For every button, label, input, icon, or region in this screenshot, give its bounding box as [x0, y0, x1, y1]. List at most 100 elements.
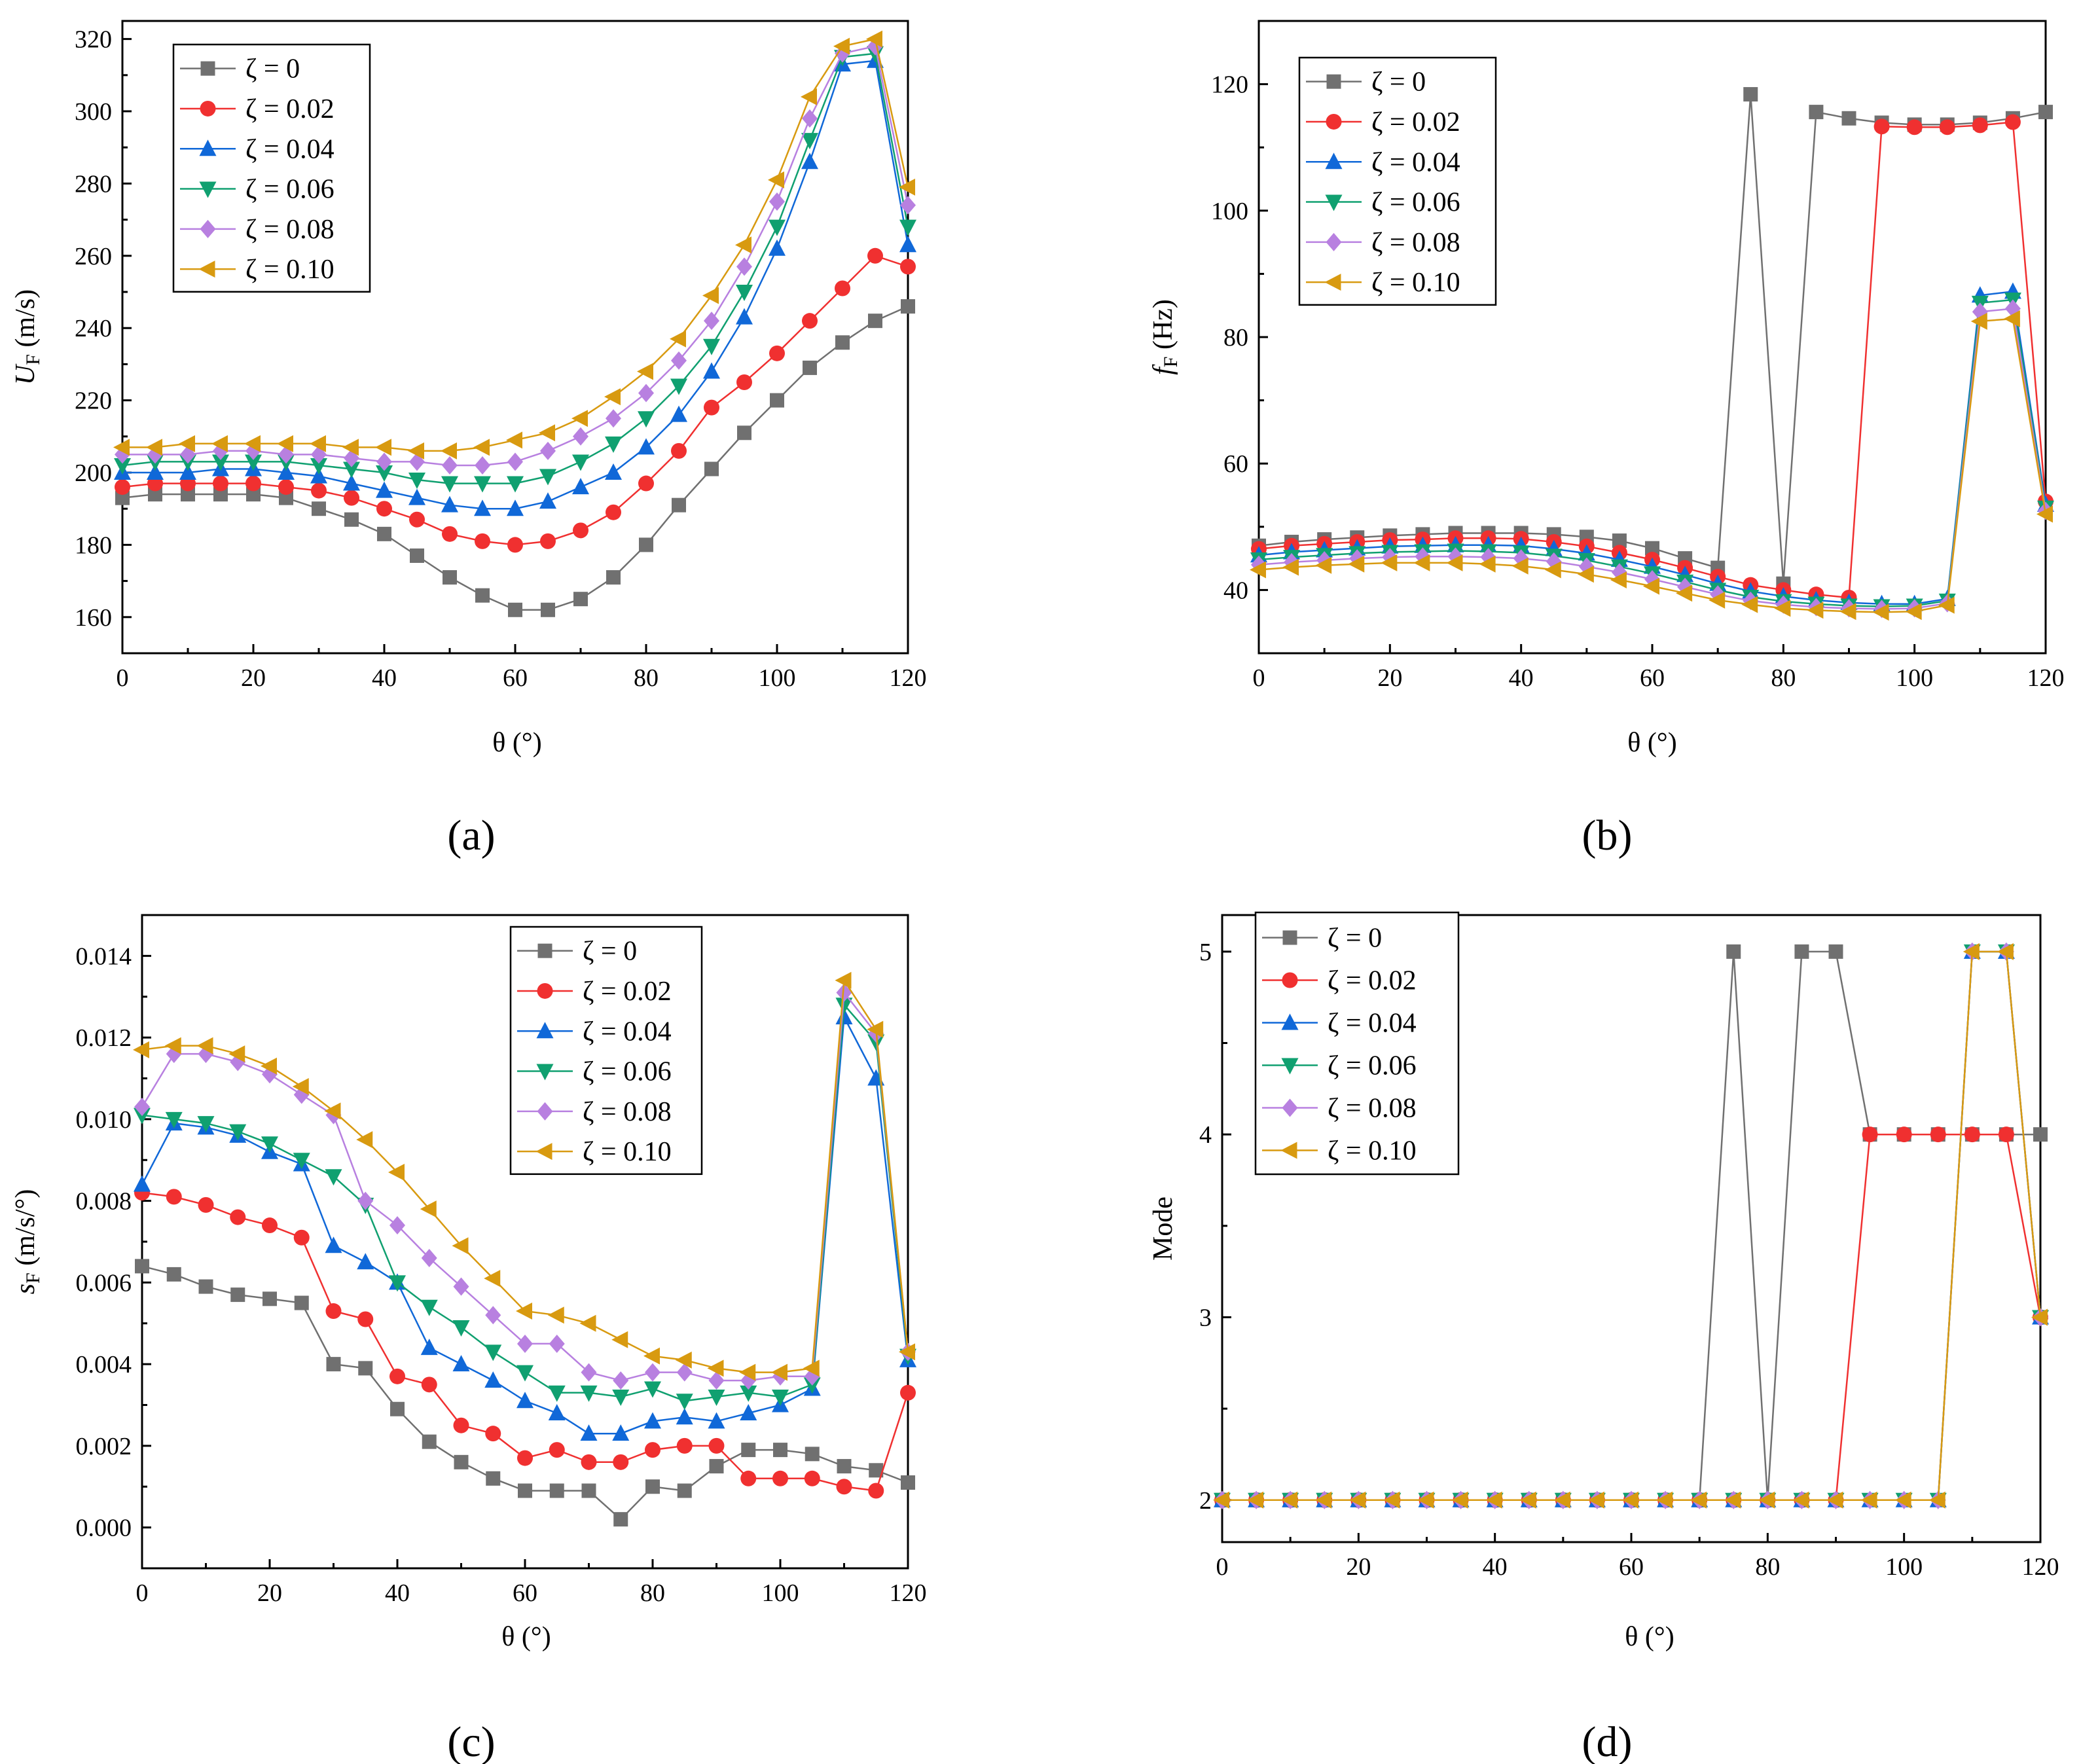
y-tick-label: 240 — [75, 315, 112, 342]
data-point — [484, 1371, 502, 1388]
x-tick-label: 80 — [634, 664, 659, 692]
data-point — [803, 1359, 820, 1377]
data-point — [389, 1368, 405, 1384]
data-point — [1315, 1491, 1332, 1509]
data-point — [196, 1037, 213, 1054]
data-point — [1928, 1491, 1945, 1509]
data-point — [358, 1361, 373, 1376]
legend: ζ = 0 ζ = 0.02 ζ = 0.04 ζ = 0.06 ζ = 0.08 ζ =… — [172, 43, 371, 293]
data-point — [356, 1131, 373, 1149]
data-point — [1972, 117, 1988, 134]
chart-panel-c: 0 20 40 60 80 100 120 0.000 0.002 0.004 0.006 0.008… — [10, 914, 927, 1764]
legend-swatch-marker — [1281, 1013, 1299, 1030]
data-point — [229, 1124, 247, 1141]
x-tick-label: 40 — [1483, 1553, 1508, 1581]
y-axis-label-unit: (Hz) — [1148, 299, 1178, 356]
legend-swatch-marker — [200, 61, 215, 76]
data-point — [736, 285, 753, 301]
y-axis-label-unit: (m/s) — [10, 289, 41, 354]
data-point — [294, 1295, 309, 1310]
legend-label: ζ = 0 — [245, 54, 300, 84]
data-point — [740, 1470, 757, 1486]
data-point — [1348, 555, 1365, 573]
data-point — [475, 533, 490, 549]
series-zeta_010 — [1213, 943, 2048, 1509]
data-point — [1553, 1491, 1570, 1509]
legend-label: ζ = 0.04 — [245, 134, 335, 164]
data-point — [181, 487, 195, 502]
data-point — [1282, 558, 1299, 576]
data-point — [900, 1384, 916, 1401]
data-point — [1826, 1491, 1843, 1509]
series-zeta_004 — [1250, 282, 2054, 611]
series-zeta_0 — [135, 1259, 915, 1527]
data-point — [1828, 944, 1843, 959]
data-point — [452, 1237, 469, 1255]
data-point — [769, 345, 785, 361]
data-point — [148, 487, 162, 502]
data-point — [644, 1412, 661, 1429]
data-point — [740, 1385, 757, 1402]
x-tick-label: 0 — [117, 664, 129, 692]
data-point — [869, 1463, 884, 1478]
data-point — [278, 463, 295, 480]
legend-label: ζ = 0.10 — [245, 255, 335, 285]
data-point — [1446, 554, 1463, 571]
data-point — [638, 475, 654, 492]
data-point — [1315, 556, 1332, 574]
data-point — [473, 439, 490, 456]
legend-swatch-marker — [200, 219, 216, 238]
data-point — [541, 602, 555, 617]
data-point — [899, 1343, 915, 1361]
data-point — [475, 588, 490, 603]
data-point — [772, 1470, 788, 1486]
data-point — [741, 1443, 756, 1458]
data-point — [442, 456, 458, 475]
data-point — [420, 1200, 437, 1218]
data-point — [549, 1483, 564, 1498]
data-point — [1872, 603, 1889, 621]
panel-label: (a) — [447, 812, 495, 859]
data-point — [344, 512, 359, 527]
data-point — [670, 378, 687, 395]
y-tick-label: 280 — [75, 170, 112, 198]
data-point — [571, 410, 588, 427]
x-tick-label: 120 — [2027, 664, 2065, 692]
data-point — [539, 492, 556, 509]
y-tick-label: 80 — [1223, 324, 1248, 351]
data-point — [343, 474, 360, 491]
y-tick-label: 0.008 — [76, 1188, 132, 1215]
data-point — [1894, 1491, 1911, 1509]
legend-label: ζ = 0.10 — [1328, 1136, 1417, 1166]
data-point — [135, 1259, 149, 1274]
y-axis-label-main: s — [10, 1284, 41, 1294]
data-point — [704, 461, 719, 477]
legend-label: ζ = 0 — [1371, 67, 1426, 98]
data-point — [581, 1483, 596, 1498]
data-point — [581, 1454, 597, 1470]
x-axis-label: θ (°) — [1625, 1622, 1674, 1652]
data-point — [772, 1390, 789, 1407]
data-point — [835, 335, 850, 350]
data-point — [454, 1454, 469, 1469]
data-point — [376, 481, 393, 498]
data-point — [1963, 943, 1980, 960]
data-point — [408, 473, 425, 490]
y-tick-label: 300 — [75, 98, 112, 126]
data-point — [573, 427, 588, 446]
data-point — [707, 1359, 724, 1377]
data-point — [835, 1007, 853, 1024]
data-point — [506, 431, 522, 449]
data-point — [443, 570, 457, 585]
y-axis-label-sub: F — [1160, 357, 1182, 368]
legend-label: ζ = 0.08 — [245, 215, 335, 245]
x-tick-label: 100 — [1885, 1553, 1923, 1581]
legend-swatch-marker — [1282, 930, 1297, 945]
data-point — [606, 409, 621, 428]
legend-swatch-marker — [1326, 113, 1342, 130]
x-tick-label: 20 — [1377, 664, 1402, 692]
data-point — [639, 537, 653, 552]
panel-label: (d) — [1582, 1718, 1633, 1764]
data-point — [638, 411, 655, 428]
x-axis-label: θ (°) — [492, 728, 541, 758]
